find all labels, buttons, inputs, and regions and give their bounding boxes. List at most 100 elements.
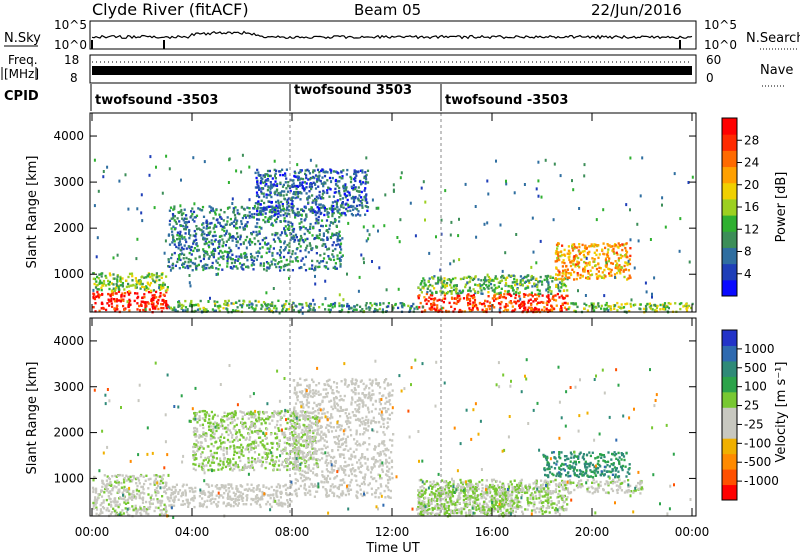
velocity-echo-region [92,474,169,517]
cpid-label: CPID [4,89,39,104]
velocity-colorbar-tick-label: -500 [744,455,771,469]
cpid-segment-3: twofsound -3503 [445,93,568,108]
power-echo-region [417,274,568,295]
time-tick-label: 00:00 [75,525,110,539]
velocity-colorbar-tick-label: 100 [744,380,767,394]
nsky-tick-low: 10^0 [54,38,87,52]
velocity-panel: 4000 3000 2000 1000 00:00 04:00 08:00 12:00 16:0… [25,318,709,554]
velocity-colorbar: 1000 500 100 25 -25 -100 -500 -1000 Velocity [m… [722,330,789,501]
power-colorbar-tick-label: 8 [744,245,752,259]
time-tick-label: 08:00 [275,525,310,539]
velocity-colorbar-tick-label: 1000 [744,342,775,356]
velocity-ytick-label: 4000 [53,334,84,348]
power-echo-region [167,205,344,272]
power-colorbar-swatch [722,167,737,184]
velocity-echo-region [167,483,293,508]
power-ytick-label: 2000 [53,221,84,235]
velocity-colorbar-swatch [722,392,737,408]
power-colorbar-tick-label: 4 [744,267,752,281]
velocity-ytick-label: 2000 [53,426,84,440]
time-tick-label: 16:00 [475,525,510,539]
power-panel: 4000 3000 2000 1000 Slant Range [km] [25,113,696,315]
nave-tick-low: 0 [706,71,714,85]
velocity-colorbar-tick-label: -1000 [744,474,779,488]
power-colorbar-tick-label: 12 [744,222,759,236]
nsky-label: N.Sky [4,31,41,46]
velocity-colorbar-tick-label: 25 [744,399,759,413]
velocity-colorbar-swatch [722,376,737,392]
velocity-colorbar-tick-label: 500 [744,361,767,375]
freq-tick-high: 18 [64,53,79,67]
velocity-echo-region [192,410,319,472]
nave-label: Nave [760,63,793,78]
velocity-colorbar-swatch [722,438,737,454]
power-ylabel: Slant Range [km] [25,156,40,269]
power-ytick-label: 1000 [53,267,84,281]
power-colorbar-swatch [722,199,737,216]
velocity-echo-region [542,451,630,479]
power-colorbar-swatch [722,247,737,264]
time-tick-label: 00:00 [675,525,710,539]
power-colorbar-swatch [722,118,737,135]
velocity-colorbar-tick-label: -25 [744,417,764,431]
power-ytick-label: 3000 [53,175,84,189]
beam-title: Beam 05 [354,1,421,19]
cpid-segment-2: twofsound 3503 [294,83,412,98]
power-colorbar: 28 24 20 16 12 8 4 Power [dB] [722,118,789,297]
power-colorbar-tick-label: 16 [744,200,759,214]
velocity-ylabel: Slant Range [km] [25,362,40,475]
velocity-ytick-label: 1000 [53,471,84,485]
power-speckle [92,154,693,315]
velocity-colorbar-swatch [722,454,737,470]
power-colorbar-tick-label: 24 [744,156,759,170]
nsearch-tick-low: 10^0 [704,38,737,52]
nsky-tick-high: 10^5 [54,18,87,32]
velocity-ytick-label: 3000 [53,380,84,394]
power-colorbar-swatch [722,231,737,248]
velocity-colorbar-tick-label: -100 [744,436,771,450]
freq-label-1: Freq. [8,53,38,67]
power-colorbar-swatch [722,183,737,200]
velocity-colorbar-swatch [722,407,737,423]
power-echo-region [92,272,169,293]
velocity-colorbar-swatch [722,485,737,501]
nsky-trace [92,32,692,39]
power-colorbar-swatch [722,134,737,151]
nave-tick-high: 60 [706,53,721,67]
power-echo-region [555,242,632,281]
power-colorbar-swatch [722,215,737,232]
freq-band [92,66,692,75]
freq-tick-low: 8 [70,71,78,85]
time-xlabel: Time UT [365,541,419,554]
power-colorbar-tick-label: 20 [744,178,759,192]
cpid-segment-1: twofsound -3503 [95,93,218,108]
power-colorbar-tick-label: 28 [744,133,759,147]
velocity-colorbar-swatch [722,361,737,377]
freq-panel: 18 8 60 0 Freq. [MHz] Nave [2,53,793,86]
velocity-colorbar-label: Velocity [m s⁻¹] [774,362,789,463]
velocity-colorbar-swatch [722,345,737,361]
time-tick-label: 04:00 [175,525,210,539]
power-echo-region [255,168,370,216]
freq-label-2: [MHz] [4,67,39,81]
power-echo-region [417,293,569,314]
cpid-row: CPID twofsound -3503 twofsound 3503 twof… [4,83,568,111]
time-tick-label: 20:00 [575,525,610,539]
time-tick-label: 12:00 [375,525,410,539]
power-colorbar-swatch [722,150,737,167]
power-colorbar-swatch [722,280,737,297]
power-colorbar-label: Power [dB] [774,172,789,243]
nsearch-tick-high: 10^5 [704,18,737,32]
nsky-panel: 10^5 10^0 10^5 10^0 N.Sky N.Search [4,18,800,52]
date-title: 22/Jun/2016 [591,1,682,19]
velocity-colorbar-swatch [722,423,737,439]
power-colorbar-swatch [722,264,737,281]
nsearch-label: N.Search [746,31,800,46]
velocity-colorbar-swatch [722,469,737,485]
power-echo-region [92,291,169,314]
power-echo-region [167,300,294,314]
power-ytick-label: 4000 [53,129,84,143]
station-title: Clyde River (fitACF) [92,0,249,19]
velocity-colorbar-swatch [722,330,737,346]
